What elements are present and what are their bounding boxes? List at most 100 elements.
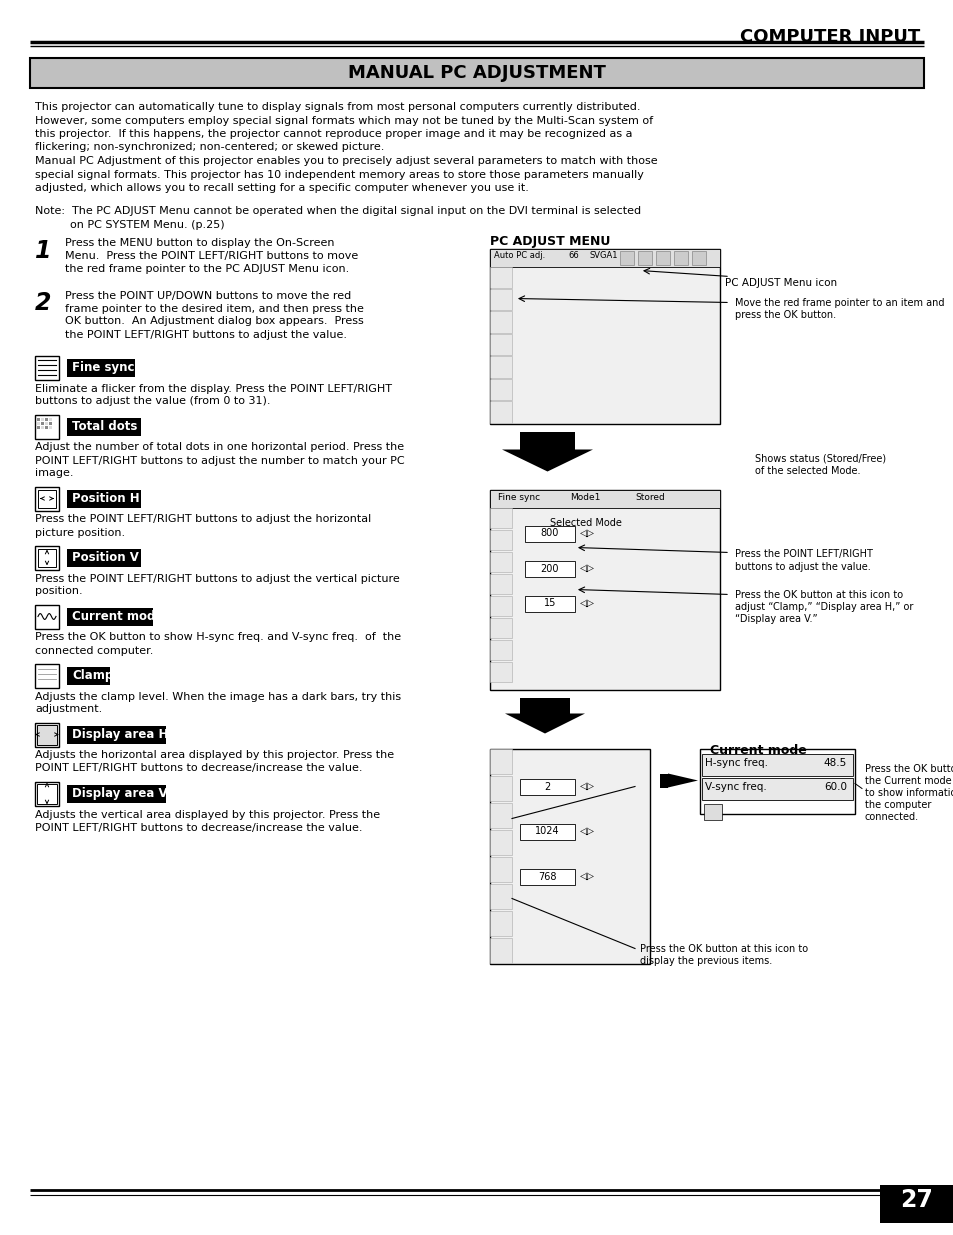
Text: the red frame pointer to the PC ADJUST Menu icon.: the red frame pointer to the PC ADJUST M… [65,264,349,274]
Text: Display area V: Display area V [71,787,168,800]
Bar [519,698,569,714]
Text: Current mode: Current mode [709,743,806,757]
Text: 2: 2 [35,290,51,315]
Text: 15: 15 [543,599,556,609]
Bar [37,417,40,420]
Text: of the selected Mode.: of the selected Mode. [754,466,860,475]
Text: the computer: the computer [864,799,930,809]
Bar [37,783,57,804]
Text: Adjusts the horizontal area displayed by this projector. Press the: Adjusts the horizontal area displayed by… [35,751,394,761]
Bar [37,725,57,745]
Bar [519,431,575,450]
Bar [490,333,512,356]
Bar [67,725,166,743]
Text: position.: position. [35,587,83,597]
Text: frame pointer to the desired item, and then press the: frame pointer to the desired item, and t… [65,304,363,314]
Text: H-sync freq.: H-sync freq. [704,758,767,768]
Text: to show information of: to show information of [864,788,953,798]
Text: 60.0: 60.0 [823,783,846,793]
Bar [35,356,59,379]
Bar [35,782,59,805]
Text: Adjust the number of total dots in one horizontal period. Press the: Adjust the number of total dots in one h… [35,442,404,452]
Text: However, some computers employ special signal formats which may not be tuned by : However, some computers employ special s… [35,116,653,126]
Bar [490,489,720,689]
Text: Fine sync: Fine sync [497,493,539,501]
Bar [638,251,651,264]
Bar [37,426,40,429]
Text: PC ADJUST MENU: PC ADJUST MENU [490,235,610,247]
Text: special signal formats. This projector has 10 independent memory areas to store : special signal formats. This projector h… [35,169,643,179]
Bar [35,604,59,629]
Text: Position V: Position V [71,551,139,564]
Bar [490,640,512,659]
Text: this projector.  If this happens, the projector cannot reproduce proper image an: this projector. If this happens, the pro… [35,128,632,140]
Text: Adjusts the clamp level. When the image has a dark bars, try this: Adjusts the clamp level. When the image … [35,692,400,701]
Bar [490,830,512,855]
Text: adjustment.: adjustment. [35,704,102,715]
Text: Display area H: Display area H [71,727,168,741]
Text: image.: image. [35,468,73,478]
Bar [490,311,512,332]
Text: Current mode: Current mode [71,610,163,622]
Bar [490,748,512,773]
Polygon shape [667,773,698,788]
Text: This projector can automatically tune to display signals from most personal comp: This projector can automatically tune to… [35,103,639,112]
Bar [673,251,687,264]
Bar [490,248,720,424]
Bar [490,530,512,550]
Text: COMPUTER INPUT: COMPUTER INPUT [739,28,919,46]
Bar [519,824,575,840]
Text: Shows status (Stored/Free): Shows status (Stored/Free) [754,453,885,463]
Bar [37,421,40,425]
Text: Press the OK button at this icon to: Press the OK button at this icon to [734,589,902,599]
Text: Stored: Stored [635,493,664,501]
Text: SVGA1: SVGA1 [589,252,618,261]
Text: 27: 27 [900,1188,932,1212]
Bar [67,548,141,567]
Bar [519,868,575,884]
Bar [701,778,852,799]
Text: 200: 200 [540,563,558,573]
Text: flickering; non-synchronized; non-centered; or skewed picture.: flickering; non-synchronized; non-center… [35,142,384,152]
Bar [691,251,705,264]
Bar [45,421,48,425]
Text: picture position.: picture position. [35,527,125,537]
Text: Adjusts the vertical area displayed by this projector. Press the: Adjusts the vertical area displayed by t… [35,809,379,820]
Bar [879,1186,953,1223]
Text: Eliminate a flicker from the display. Press the POINT LEFT/RIGHT: Eliminate a flicker from the display. Pr… [35,384,392,394]
Bar [490,618,512,637]
Text: buttons to adjust the value.: buttons to adjust the value. [734,562,870,572]
Bar [67,489,141,508]
Bar [490,573,512,594]
Bar [30,58,923,88]
Text: Manual PC Adjustment of this projector enables you to precisely adjust several p: Manual PC Adjustment of this projector e… [35,156,657,165]
Bar [49,421,52,425]
Text: PC ADJUST Menu icon: PC ADJUST Menu icon [724,279,836,289]
Text: on PC SYSTEM Menu. (p.25): on PC SYSTEM Menu. (p.25) [35,220,224,230]
Polygon shape [504,714,584,734]
Bar [67,608,153,625]
Text: POINT LEFT/RIGHT buttons to decrease/increase the value.: POINT LEFT/RIGHT buttons to decrease/inc… [35,763,362,773]
Bar [490,910,512,935]
Text: Press the OK button at: Press the OK button at [864,763,953,773]
Text: V-sync freq.: V-sync freq. [704,783,766,793]
Bar [67,417,141,436]
Text: display the previous items.: display the previous items. [639,956,771,966]
Bar [490,937,512,962]
Text: 66: 66 [567,252,578,261]
Text: ◁▷: ◁▷ [579,562,595,573]
Text: POINT LEFT/RIGHT buttons to adjust the number to match your PC: POINT LEFT/RIGHT buttons to adjust the n… [35,456,404,466]
Bar [35,487,59,510]
Text: Auto PC adj.: Auto PC adj. [494,252,545,261]
Text: Press the OK button at this icon to: Press the OK button at this icon to [639,944,807,953]
Bar [67,358,134,377]
Text: OK button.  An Adjustment dialog box appears.  Press: OK button. An Adjustment dialog box appe… [65,316,363,326]
Bar [35,415,59,438]
Text: ◁▷: ◁▷ [579,871,595,881]
Bar [41,426,44,429]
Text: connected computer.: connected computer. [35,646,153,656]
Bar [490,508,512,527]
Text: Press the POINT UP/DOWN buttons to move the red: Press the POINT UP/DOWN buttons to move … [65,290,351,300]
Bar [490,267,512,288]
Bar [49,426,52,429]
